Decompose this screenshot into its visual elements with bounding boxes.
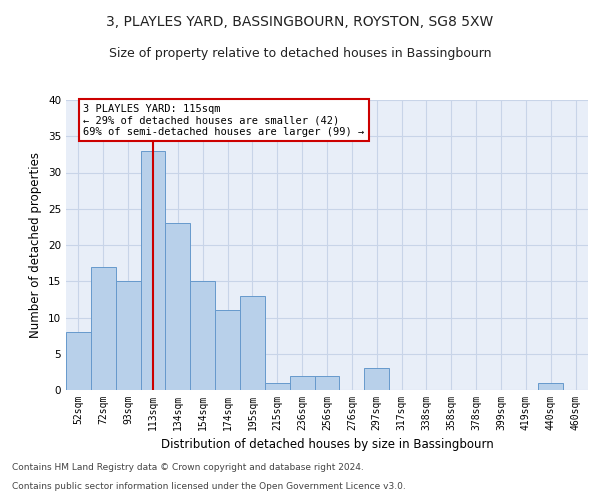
Text: Contains HM Land Registry data © Crown copyright and database right 2024.: Contains HM Land Registry data © Crown c… [12,464,364,472]
Bar [140,151,166,390]
Bar [166,223,190,390]
Bar [66,332,91,390]
Text: 3, PLAYLES YARD, BASSINGBOURN, ROYSTON, SG8 5XW: 3, PLAYLES YARD, BASSINGBOURN, ROYSTON, … [106,15,494,29]
Bar [91,267,116,390]
Bar [314,376,340,390]
Bar [364,368,389,390]
Bar [240,296,265,390]
X-axis label: Distribution of detached houses by size in Bassingbourn: Distribution of detached houses by size … [161,438,493,452]
Bar [116,281,140,390]
Y-axis label: Number of detached properties: Number of detached properties [29,152,43,338]
Text: 3 PLAYLES YARD: 115sqm
← 29% of detached houses are smaller (42)
69% of semi-det: 3 PLAYLES YARD: 115sqm ← 29% of detached… [83,104,365,137]
Bar [190,281,215,390]
Text: Contains public sector information licensed under the Open Government Licence v3: Contains public sector information licen… [12,482,406,491]
Bar [265,383,290,390]
Bar [538,383,563,390]
Text: Size of property relative to detached houses in Bassingbourn: Size of property relative to detached ho… [109,48,491,60]
Bar [290,376,314,390]
Bar [215,310,240,390]
